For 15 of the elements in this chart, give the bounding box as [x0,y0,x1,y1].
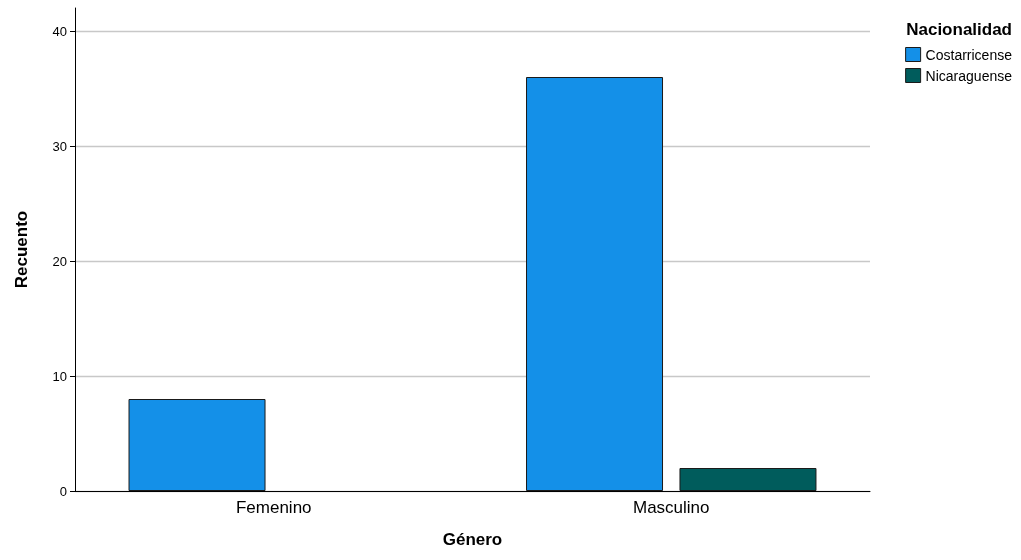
legend-label: Nicaraguense [925,67,1013,84]
x-axis-title: Género [442,530,503,549]
y-axis-title: Recuento [12,210,31,289]
x-tick-label: Femenino [235,498,312,517]
bar [679,468,817,491]
y-tick-label: 0 [59,483,67,499]
y-tick-label: 30 [52,138,67,154]
x-tick-label: Masculino [632,498,710,517]
y-tick-label: 20 [52,253,67,269]
y-tick-label: 10 [52,368,67,384]
bar [128,399,266,491]
y-tick-label: 40 [52,23,67,39]
bar [526,77,664,491]
legend-label: Costarricense [925,46,1013,63]
legend-title: Nacionalidad [906,20,1013,39]
